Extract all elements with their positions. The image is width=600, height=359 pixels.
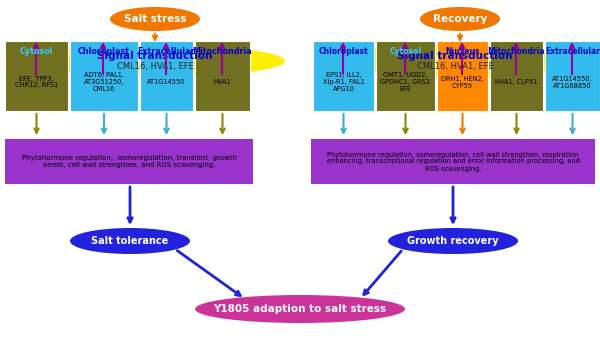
Text: HVA1, CLPX1: HVA1, CLPX1 xyxy=(495,79,538,85)
Text: Mitochondria: Mitochondria xyxy=(488,47,545,56)
Text: HVA1: HVA1 xyxy=(214,79,232,85)
Text: EPS1, ILL2,
Xip-R1, PAL1
APG10: EPS1, ILL2, Xip-R1, PAL1 APG10 xyxy=(323,72,364,92)
Text: EFE, TPP3,
CHR12, RFS1: EFE, TPP3, CHR12, RFS1 xyxy=(15,75,58,89)
Bar xyxy=(140,41,193,111)
Text: Extracellular: Extracellular xyxy=(545,47,600,56)
Text: Y1805 adaption to salt stress: Y1805 adaption to salt stress xyxy=(214,304,386,314)
Text: Chloroplast: Chloroplast xyxy=(78,47,130,56)
Text: Cytosol: Cytosol xyxy=(389,47,422,56)
Text: OMT1, UGD2,
GPDHC1, GRS2
EFE: OMT1, UGD2, GPDHC1, GRS2 EFE xyxy=(380,72,431,92)
Bar xyxy=(70,41,138,111)
Text: CML16, HVA1, EFE: CML16, HVA1, EFE xyxy=(416,62,493,71)
Text: Nucleus: Nucleus xyxy=(445,47,480,56)
Text: ADT6, PAL1,
AT3G51250,
CML16: ADT6, PAL1, AT3G51250, CML16 xyxy=(84,72,124,92)
Text: DRH1, HEN2,
CYP59: DRH1, HEN2, CYP59 xyxy=(441,75,484,89)
Text: Phytohormone regulation, osmoregulation, cell wall strengthen, respiration
enhan: Phytohormone regulation, osmoregulation,… xyxy=(326,151,580,172)
Bar xyxy=(376,41,435,111)
Ellipse shape xyxy=(388,228,518,254)
Bar xyxy=(195,41,250,111)
Text: Cytosol: Cytosol xyxy=(20,47,53,56)
Text: Salt tolerance: Salt tolerance xyxy=(91,236,169,246)
Text: Signal transduction: Signal transduction xyxy=(397,51,513,61)
Text: Salt stress: Salt stress xyxy=(124,14,186,24)
Ellipse shape xyxy=(325,45,585,77)
Text: Recovery: Recovery xyxy=(433,14,487,24)
Bar xyxy=(437,41,488,111)
Bar xyxy=(545,41,600,111)
Ellipse shape xyxy=(110,7,200,31)
Bar xyxy=(5,139,253,184)
Text: Growth recovery: Growth recovery xyxy=(407,236,499,246)
Ellipse shape xyxy=(70,228,190,254)
Text: Signal transduction: Signal transduction xyxy=(97,51,213,61)
Text: AT1G14550: AT1G14550 xyxy=(147,79,186,85)
Text: Mitochondria: Mitochondria xyxy=(193,47,253,56)
Text: Extracellular: Extracellular xyxy=(138,47,195,56)
Text: Chloroplast: Chloroplast xyxy=(319,47,368,56)
Text: Phytohormone regulation,  osmoregulation, transient  growth
arrest, cell wall st: Phytohormone regulation, osmoregulation,… xyxy=(22,155,236,168)
Text: AT1G14550,
AT1G68850: AT1G14550, AT1G68850 xyxy=(552,75,593,89)
Bar xyxy=(5,41,68,111)
Ellipse shape xyxy=(25,45,285,77)
Ellipse shape xyxy=(195,295,405,323)
Ellipse shape xyxy=(420,7,500,31)
Bar xyxy=(313,41,374,111)
Text: CML16, HVA1, EFE: CML16, HVA1, EFE xyxy=(116,62,193,71)
Bar xyxy=(311,139,595,184)
Bar xyxy=(490,41,543,111)
